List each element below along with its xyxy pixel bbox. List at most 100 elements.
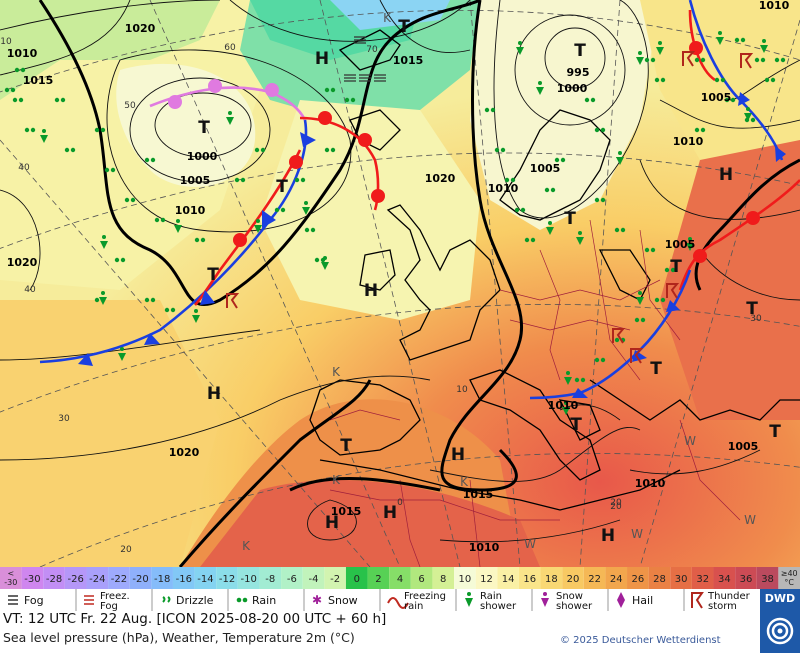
legend-label: Hail — [632, 594, 653, 607]
dwd-swirl-icon — [766, 617, 794, 645]
legend-label: Freez. — [100, 591, 130, 602]
isobar-label: 1005 — [665, 238, 696, 251]
temperature-markers: K K K K K W W W W — [242, 11, 756, 553]
rain-symbol — [594, 357, 606, 363]
low-pressure-marker: T — [670, 257, 682, 277]
rain-symbol — [194, 237, 206, 243]
rain-shower-symbol — [118, 347, 126, 361]
scale-label: -24 — [89, 574, 105, 585]
legend-label: Snow — [556, 591, 583, 602]
scale-label: 38 — [761, 574, 774, 585]
scale-label: -26 — [68, 574, 84, 585]
rain-shower-symbol — [536, 81, 544, 95]
scale-label: 12 — [480, 574, 493, 585]
legend-label: Rain — [480, 591, 502, 602]
low-pressure-marker: T — [340, 436, 352, 456]
scale-label: -10 — [240, 574, 256, 585]
rain-symbol — [304, 227, 316, 233]
rain-symbol — [694, 57, 706, 63]
freezing-fog-symbol — [359, 74, 371, 82]
scale-cell: -16 — [172, 567, 195, 589]
rain-symbol — [584, 97, 596, 103]
thunderstorm-symbol — [612, 328, 626, 344]
legend-rain: Rain — [227, 589, 276, 611]
scale-label: 26 — [631, 574, 644, 585]
rain-symbol — [594, 127, 606, 133]
rain-symbol — [484, 107, 496, 113]
scale-cell: -28 — [43, 567, 65, 589]
scale-cell: -6 — [281, 567, 303, 589]
scale-label: 22 — [588, 574, 601, 585]
scale-label: 4 — [397, 574, 403, 585]
scale-cell: 20 — [562, 567, 584, 589]
isobar-label: 1015 — [331, 505, 362, 518]
rain-symbol — [294, 177, 306, 183]
rain-symbol — [614, 227, 626, 233]
hail-icon — [617, 592, 625, 608]
rain-symbol — [494, 147, 506, 153]
scale-cell: -12 — [216, 567, 238, 589]
high-pressure-marker: H — [325, 513, 339, 533]
low-pressure-marker: T — [574, 41, 586, 61]
legend-label: Drizzle — [176, 594, 214, 607]
rain-symbol — [344, 97, 356, 103]
graticule-label: 30 — [750, 314, 762, 324]
rain-symbol — [644, 57, 656, 63]
isobar-label: 1005 — [530, 162, 561, 175]
cold-marker: K — [242, 539, 251, 553]
legend-label: Freezing — [404, 591, 446, 602]
legend-label: Fog — [100, 601, 118, 611]
scale-label: 34 — [718, 574, 731, 585]
scale-label: 20 — [567, 574, 580, 585]
cold-marker: K — [332, 365, 341, 379]
scale-cell: 12 — [475, 567, 498, 589]
rain-symbol — [574, 377, 586, 383]
cold-marker: K — [460, 475, 469, 489]
rain-symbol — [114, 257, 126, 263]
scale-label: 24 — [610, 574, 623, 585]
thunderstorm-symbol — [740, 53, 754, 69]
scale-label: 10 — [458, 574, 471, 585]
thunderstorm-symbol — [682, 51, 696, 67]
legend-label: rain — [404, 601, 423, 611]
rain-symbol — [654, 297, 666, 303]
rain-symbol — [64, 147, 76, 153]
rain-symbol — [644, 247, 656, 253]
isobar-1015-bold — [38, 0, 800, 567]
warm-marker: W — [684, 434, 696, 448]
low-pressure-marker: T — [650, 359, 662, 379]
scale-cell: 24 — [605, 567, 628, 589]
rain-shower-symbol — [616, 151, 624, 165]
scale-cell: 38 — [756, 567, 779, 589]
isobar-label: 1010 — [759, 0, 790, 12]
freezing-fog-symbol — [354, 36, 366, 44]
scale-cell: -8 — [259, 567, 282, 589]
scale-cell: -24 — [86, 567, 109, 589]
graticule-label: 20 — [610, 498, 622, 508]
isobar-label: 1010 — [548, 399, 579, 412]
isobar-label: 1015 — [463, 488, 494, 501]
rain-symbol — [764, 77, 776, 83]
scale-label: -30 — [24, 574, 40, 585]
rain-symbol — [694, 127, 706, 133]
rain-symbol — [724, 97, 736, 103]
rain-symbol — [754, 57, 766, 63]
scale-cell: 22 — [583, 567, 606, 589]
graticule-label: 70 — [366, 45, 378, 55]
rain-symbol — [14, 67, 26, 73]
rain-shower-symbol — [636, 51, 644, 65]
rain-symbol — [594, 197, 606, 203]
scale-cell: 36 — [735, 567, 757, 589]
rain-symbol — [734, 37, 746, 43]
low-pressure-marker: T — [276, 177, 288, 197]
scale-label: 14 — [502, 574, 515, 585]
isobar-label: 1005 — [180, 174, 211, 187]
isobar-label: 1020 — [7, 256, 38, 269]
rain-icon — [236, 597, 248, 603]
scale-label: 2 — [375, 574, 381, 585]
rain-shower-symbol — [686, 237, 694, 251]
legend-label: Fog — [24, 594, 44, 607]
